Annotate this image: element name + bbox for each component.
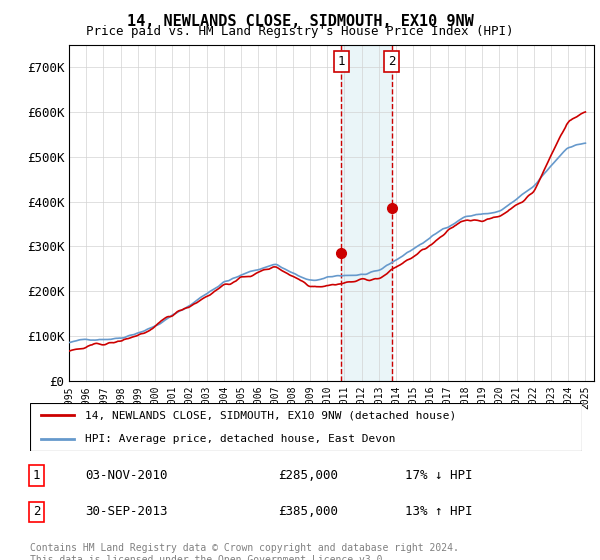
- Text: 03-NOV-2010: 03-NOV-2010: [85, 469, 168, 482]
- Text: Price paid vs. HM Land Registry's House Price Index (HPI): Price paid vs. HM Land Registry's House …: [86, 25, 514, 38]
- FancyBboxPatch shape: [30, 403, 582, 451]
- Text: 2: 2: [33, 505, 40, 519]
- Text: Contains HM Land Registry data © Crown copyright and database right 2024.
This d: Contains HM Land Registry data © Crown c…: [30, 543, 459, 560]
- Text: £285,000: £285,000: [278, 469, 338, 482]
- Text: 2: 2: [388, 55, 395, 68]
- Text: 14, NEWLANDS CLOSE, SIDMOUTH, EX10 9NW: 14, NEWLANDS CLOSE, SIDMOUTH, EX10 9NW: [127, 14, 473, 29]
- Bar: [341, 45, 392, 381]
- Text: 14, NEWLANDS CLOSE, SIDMOUTH, EX10 9NW (detached house): 14, NEWLANDS CLOSE, SIDMOUTH, EX10 9NW (…: [85, 410, 457, 420]
- Text: 1: 1: [338, 55, 345, 68]
- Text: 1: 1: [33, 469, 40, 482]
- Text: HPI: Average price, detached house, East Devon: HPI: Average price, detached house, East…: [85, 434, 396, 444]
- Text: £385,000: £385,000: [278, 505, 338, 519]
- Text: 17% ↓ HPI: 17% ↓ HPI: [406, 469, 473, 482]
- Text: 13% ↑ HPI: 13% ↑ HPI: [406, 505, 473, 519]
- Text: 30-SEP-2013: 30-SEP-2013: [85, 505, 168, 519]
